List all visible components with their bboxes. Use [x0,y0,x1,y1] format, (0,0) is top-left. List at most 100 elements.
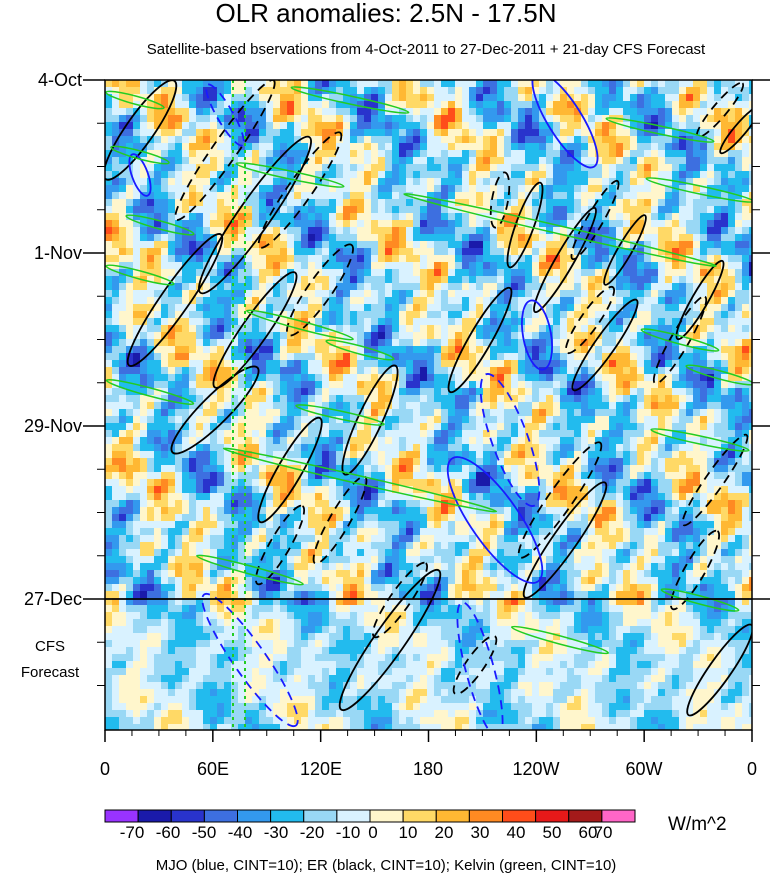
y-tick-label: 27-Dec [23,589,82,609]
chart-title: OLR anomalies: 2.5N - 17.5N [215,0,557,28]
overlay-legend-note: MJO (blue, CINT=10); ER (black, CINT=10)… [155,857,617,874]
colorbar-swatch [237,809,272,823]
colorbar-label: -40 [227,823,253,842]
colorbar-label: 60 [578,823,598,842]
colorbar-swatch [369,809,404,823]
colorbar-swatch [402,809,437,823]
kelvin-contour [660,588,740,612]
er-contour [533,206,597,314]
kelvin-contour [295,404,385,426]
colorbar-label: 40 [506,823,526,842]
kelvin-contour [110,145,170,165]
kelvin-contour [235,162,345,188]
colorbar-swatch [568,809,603,823]
colorbar-label: -30 [263,823,289,842]
y-tick-label: 1-Nov [33,243,82,263]
er-contour [257,131,343,249]
x-tick-label: 120E [299,759,343,779]
y-tick-label: 29-Nov [23,416,82,436]
kelvin-contour [645,177,752,203]
er-contour [571,298,639,392]
mjo-contour [201,592,299,728]
x-tick-label: 60E [196,759,230,779]
chart-subtitle: Satellite-based bservations from 4-Oct-2… [146,41,706,58]
mjo-contour [531,80,599,169]
x-tick-label: 0 [746,759,757,779]
colorbar-swatch [104,809,139,823]
kelvin-contour [246,309,354,341]
kelvin-contour [325,339,395,361]
x-tick-label: 60W [625,759,663,779]
kelvin-contour [222,447,498,513]
colorbar-label: -70 [119,823,145,842]
kelvin-contour [196,554,304,586]
kelvin-contour [685,364,752,386]
er-contour [452,634,498,696]
er-contour [338,568,442,712]
er-contour [517,441,603,559]
er-contour [372,561,428,639]
er-contour [570,179,620,261]
mjo-contour [479,373,541,507]
colorbar-swatch [502,809,537,823]
er-contour [669,529,721,611]
er-contour [603,214,647,286]
y-tick-label: 4-Oct [37,70,82,90]
kelvin-contour [105,264,175,286]
colorbar-label: 10 [398,823,418,842]
mjo-contour [521,299,553,371]
kelvin-contour [605,117,715,143]
kelvin-contour [125,214,195,236]
x-tick-label: 180 [412,759,444,779]
colorbar-swatch [535,809,570,823]
er-contour [489,171,511,229]
kelvin-contour [640,328,720,352]
er-contour [198,135,312,295]
colorbar-swatch [468,809,503,823]
kelvin-contour [290,86,410,114]
er-contour [719,105,752,155]
colorbar-label: 0 [368,823,378,842]
x-tick-label: 0 [99,759,110,779]
x-tick-label: 120W [512,759,560,779]
er-contour [254,504,306,586]
colorbar-swatch [170,809,205,823]
er-contour [675,259,725,341]
colorbar-label: 70 [593,823,613,842]
er-contour [126,233,224,367]
colorbar-swatch [203,809,238,823]
mjo-contour [205,83,245,147]
colorbar-swatch [435,809,470,823]
mjo-contour [128,153,152,197]
er-contour [681,433,749,527]
colorbar-label: 20 [434,823,454,842]
kelvin-contour [650,428,750,452]
er-contour [447,286,513,394]
er-contour [286,243,354,337]
er-contour [522,481,608,599]
colorbar-swatch [137,809,172,823]
er-contour [257,416,323,524]
colorbar-unit: W/m^2 [668,814,727,835]
er-contour [652,295,708,385]
colorbar-swatch [336,809,371,823]
colorbar-swatch [270,809,305,823]
forecast-label: Forecast [20,664,80,681]
colorbar-label: -20 [299,823,325,842]
kelvin-contour [403,193,717,267]
kelvin-contour [105,90,165,110]
er-contour [565,285,615,355]
kelvin-contour [105,378,195,406]
colorbar-label: -10 [335,823,361,842]
colorbar-label: -50 [191,823,217,842]
forecast-label: CFS [35,638,65,655]
colorbar-label: 30 [470,823,490,842]
kelvin-contour [510,625,610,655]
mjo-contour [446,456,544,584]
colorbar-swatch [601,809,636,823]
colorbar-swatch [303,809,338,823]
er-contour [212,271,298,389]
er-contour [170,365,260,455]
colorbar-label: -60 [155,823,181,842]
